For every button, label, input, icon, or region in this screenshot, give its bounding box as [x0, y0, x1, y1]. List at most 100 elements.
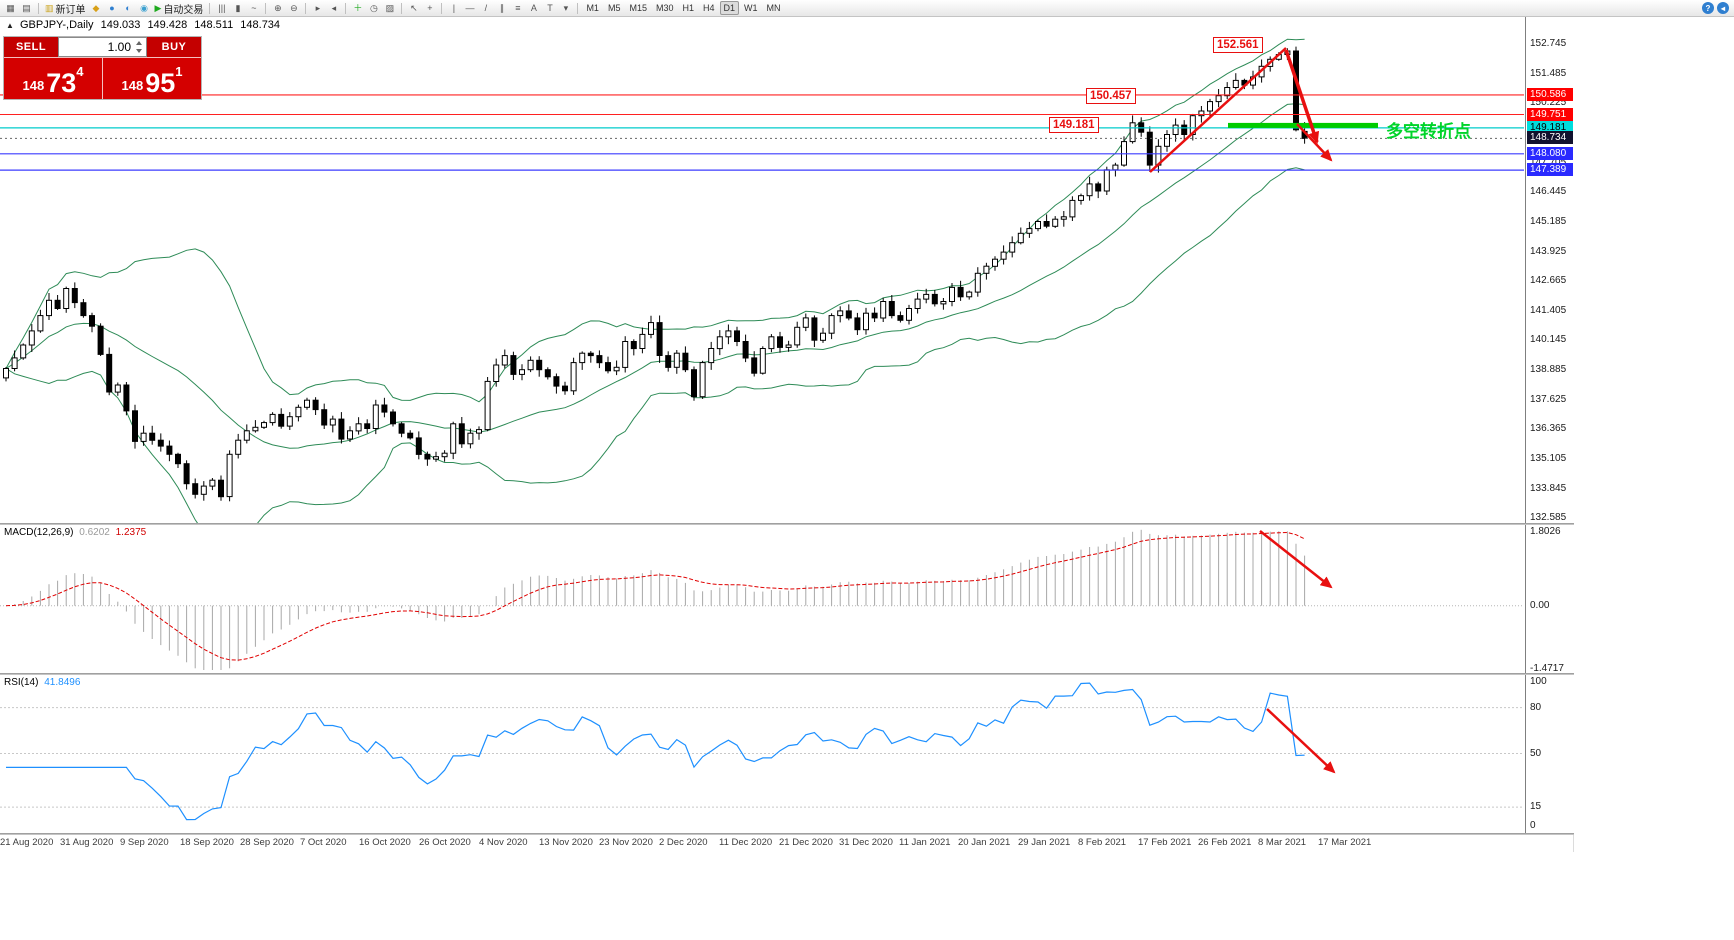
date-label: 9 Sep 2020: [120, 837, 169, 848]
rsi-name: RSI(14): [4, 677, 39, 688]
profiles-icon[interactable]: ▤: [22, 2, 31, 13]
new-order-button-icon: ▥: [45, 2, 54, 13]
price-grid-label: 142.665: [1530, 275, 1567, 286]
new-chart-icon[interactable]: ▦: [6, 2, 15, 13]
toolbar-right-icons: ? ◂: [1702, 2, 1731, 14]
timeframe-mn-button[interactable]: MN: [766, 3, 781, 13]
ask-big: 95: [145, 68, 176, 99]
panel-separator[interactable]: [0, 833, 1574, 835]
bar-chart-icon[interactable]: |||: [218, 2, 226, 13]
buy-button[interactable]: BUY: [161, 41, 187, 53]
data-window-icon[interactable]: ◐: [125, 2, 131, 13]
timeframe-d1-button[interactable]: D1: [719, 1, 740, 15]
date-label: 21 Dec 2020: [779, 837, 833, 848]
volume-value: 1.00: [107, 40, 131, 54]
new-order-button-label: 新订单: [55, 4, 86, 16]
rsi-label: RSI(14) 41.8496: [4, 677, 80, 688]
sell-button[interactable]: SELL: [15, 41, 47, 53]
trendline-icon[interactable]: /: [484, 2, 488, 13]
zoom-in-icon[interactable]: ⊕: [274, 2, 282, 13]
panel-separator[interactable]: [0, 673, 1574, 675]
price-grid-label: 138.885: [1530, 364, 1567, 375]
crosshair-icon[interactable]: +: [427, 2, 433, 13]
toolbar-separator: [577, 2, 579, 14]
ohlc-open: 149.033: [100, 19, 141, 31]
community-icon[interactable]: ◂: [1717, 2, 1729, 14]
new-order-button[interactable]: ▥ 新订单: [43, 1, 88, 16]
price-callout[interactable]: 150.457: [1086, 88, 1136, 104]
templates-icon[interactable]: ▨: [385, 2, 395, 13]
timeframe-h4-button[interactable]: H4: [703, 3, 715, 13]
main-price-chart[interactable]: [0, 16, 1524, 523]
date-label: 17 Feb 2021: [1138, 837, 1192, 848]
metaeditor-icon[interactable]: ◆: [92, 2, 100, 13]
rsi-axis-label: 15: [1530, 801, 1542, 812]
volume-spinner[interactable]: [133, 40, 144, 54]
timeframe-m30-button[interactable]: M30: [655, 3, 674, 13]
auto-scroll-icon[interactable]: ▸: [315, 2, 321, 13]
rsi-axis-label: 0: [1530, 820, 1536, 831]
channel-icon[interactable]: ∥: [499, 2, 505, 13]
timeframe-h1-button[interactable]: H1: [682, 3, 695, 13]
chart-shift-icon[interactable]: ◂: [331, 2, 337, 13]
price-grid-label: 137.625: [1530, 394, 1567, 405]
market-watch-icon[interactable]: ●: [109, 2, 115, 13]
price-grid-label: 150.225: [1530, 97, 1567, 108]
one-click-toggle-icon[interactable]: ▲: [6, 21, 14, 30]
autotrade-button-label: 自动交易: [163, 4, 204, 16]
toolbar: ▦ ▤ ▥ 新订单 ◆ ● ◐ ◉ ▶ 自动交易 ||| ▮ ~ ⊕ ⊖ ▸ ◂ ＋ ◷ ▨ ↖ + | ― / ∥ ≡ A T ▾ M1 M…: [0, 0, 1734, 17]
macd-signal-value: 1.2375: [115, 527, 147, 538]
rsi-panel[interactable]: [0, 675, 1524, 833]
price-grid-label: 151.485: [1530, 68, 1567, 79]
panel-separator[interactable]: [0, 523, 1574, 525]
cursor-icon[interactable]: ↖: [410, 2, 418, 13]
price-callout[interactable]: 152.561: [1213, 37, 1263, 53]
timeframe-w1-button[interactable]: W1: [744, 3, 758, 13]
ohlc-close: 148.734: [240, 19, 281, 31]
date-label: 8 Feb 2021: [1078, 837, 1127, 848]
toolbar-separator: [441, 2, 443, 14]
toolbar-separator: [265, 2, 267, 14]
toolbar-separator: [209, 2, 211, 14]
bid-big: 73: [46, 68, 77, 99]
fibonacci-icon[interactable]: ≡: [515, 2, 521, 13]
ohlc-high: 149.428: [147, 19, 188, 31]
spinner-down-icon[interactable]: [135, 49, 142, 53]
ask-price[interactable]: 148 95 1: [103, 58, 201, 99]
macd-panel[interactable]: [0, 525, 1524, 673]
periods-icon[interactable]: ◷: [370, 2, 378, 13]
date-label: 26 Feb 2021: [1198, 837, 1252, 848]
ohlc-low: 148.511: [194, 19, 234, 31]
candle-chart-icon[interactable]: ▮: [235, 2, 241, 13]
label-icon[interactable]: T: [547, 2, 553, 13]
ask-main: 148: [121, 78, 144, 93]
rsi-value: 41.8496: [44, 677, 81, 688]
bid-price[interactable]: 148 73 4: [4, 58, 103, 99]
spinner-up-icon[interactable]: [135, 41, 142, 45]
price-axis[interactable]: 152.745 151.485 150.225 147.705 146.445 145.1…: [1525, 16, 1574, 835]
timeframe-m5-button[interactable]: M5: [607, 3, 621, 13]
price-grid-label: 132.585: [1530, 512, 1567, 523]
vline-icon[interactable]: |: [452, 2, 456, 13]
date-label: 31 Dec 2020: [839, 837, 893, 848]
time-axis[interactable]: 21 Aug 2020 31 Aug 2020 9 Sep 2020 18 Sep 2…: [0, 836, 1524, 851]
help-icon[interactable]: ?: [1702, 2, 1714, 14]
cyan-line-label: 149.181: [1527, 121, 1573, 134]
hline-icon[interactable]: ―: [465, 2, 475, 13]
date-label: 29 Jan 2021: [1018, 837, 1071, 848]
turning-point-annotation[interactable]: 多空转折点: [1386, 122, 1471, 141]
timeframe-m15-button[interactable]: M15: [629, 3, 647, 13]
timeframe-m1-button[interactable]: M1: [586, 3, 599, 13]
zoom-out-icon[interactable]: ⊖: [290, 2, 298, 13]
volume-input[interactable]: 1.00: [58, 37, 147, 57]
indicators-icon[interactable]: ＋: [353, 2, 363, 13]
text-icon[interactable]: A: [530, 2, 537, 13]
navigator-icon[interactable]: ◉: [140, 2, 148, 13]
macd-axis-label: 1.8026: [1530, 526, 1561, 537]
autotrade-button[interactable]: ▶ 自动交易: [153, 1, 206, 16]
arrow-tools-icon[interactable]: ▾: [563, 2, 569, 13]
line-chart-icon[interactable]: ~: [251, 2, 257, 13]
blue-line-label: 147.389: [1527, 163, 1573, 176]
price-callout[interactable]: 149.181: [1049, 117, 1099, 133]
